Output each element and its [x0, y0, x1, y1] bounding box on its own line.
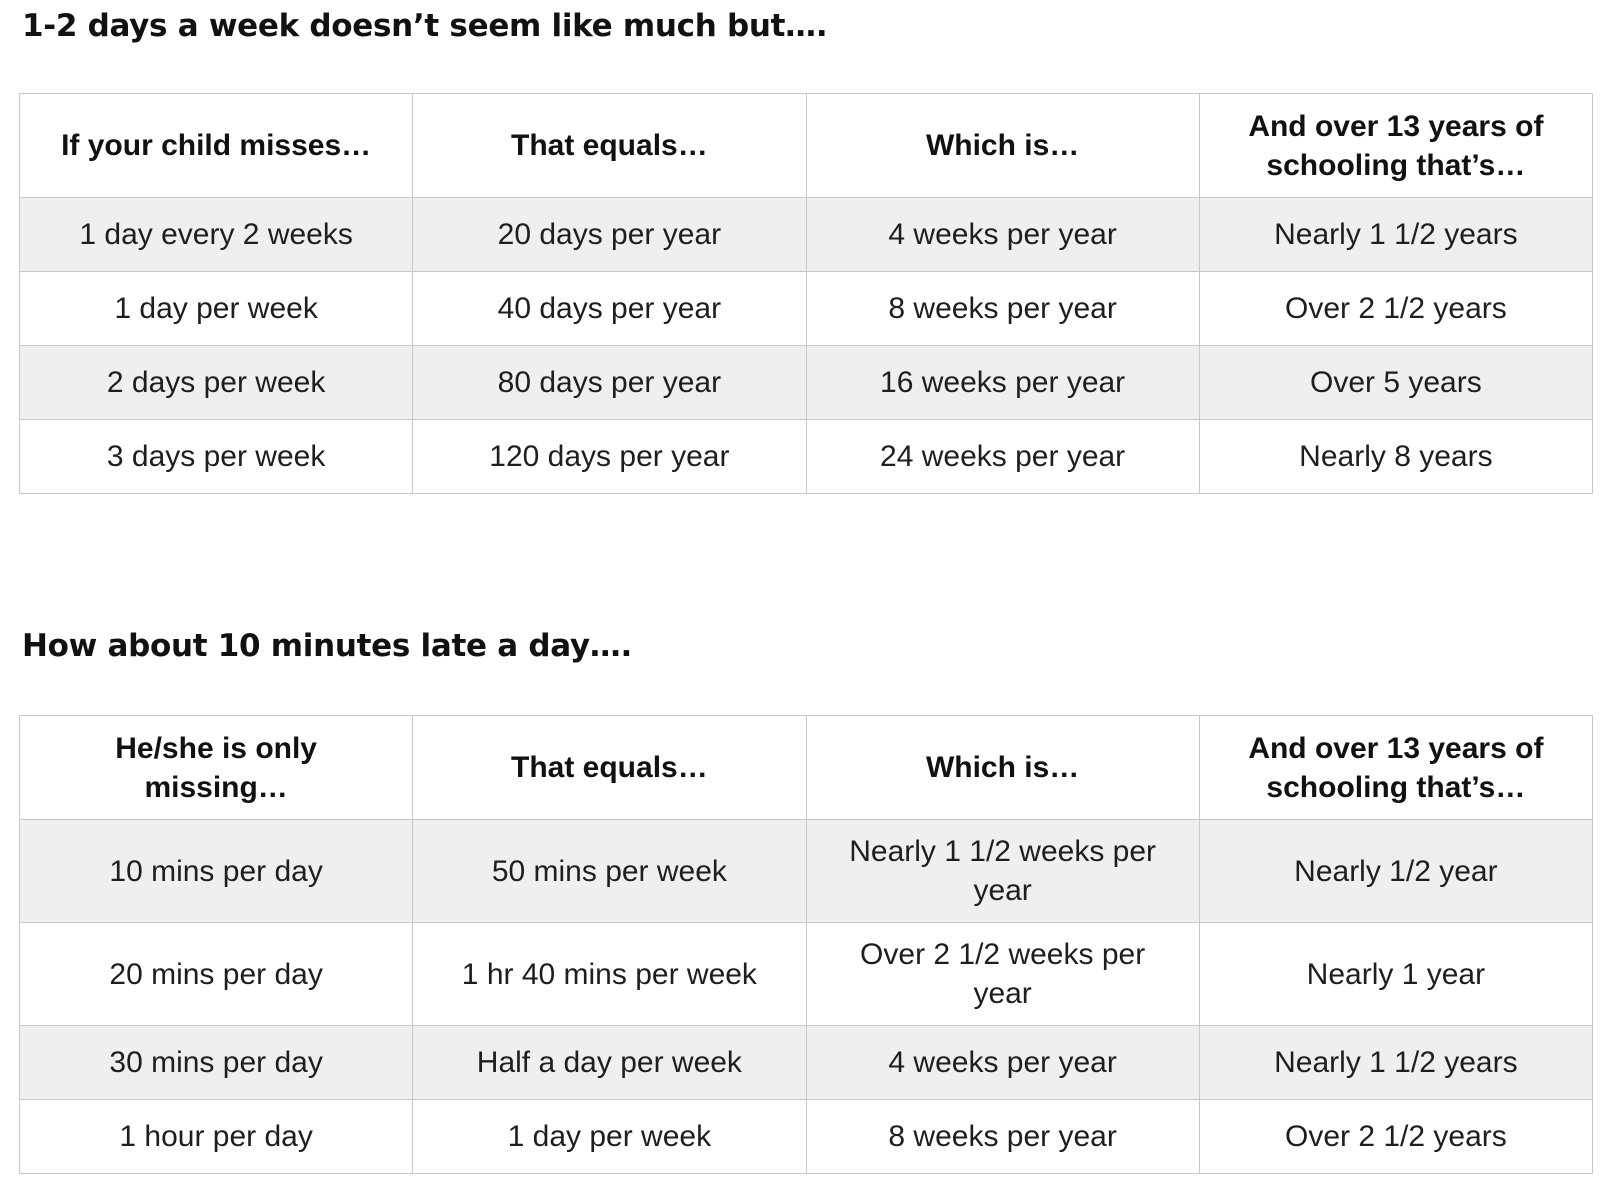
column-header: That equals… — [412, 93, 807, 198]
table-cell: 120 days per year — [412, 419, 807, 494]
table-cell: 8 weeks per year — [805, 1099, 1200, 1174]
table-cell: 20 mins per day — [18, 922, 414, 1026]
table-cell: Nearly 1 1/2 weeks per year — [805, 819, 1200, 923]
table-cell: Over 2 1/2 years — [1198, 271, 1594, 346]
section-title-days: 1-2 days a week doesn’t seem like much b… — [22, 8, 828, 44]
table-cell: 1 day every 2 weeks — [18, 197, 414, 272]
table-cell: 50 mins per week — [412, 819, 807, 923]
table-row: 30 mins per day Half a day per week 4 we… — [18, 1025, 1594, 1100]
lateness-table: He/she is only missing… That equals… Whi… — [18, 715, 1594, 1174]
absence-days-table: If your child misses… That equals… Which… — [18, 93, 1594, 494]
column-header: He/she is only missing… — [18, 715, 414, 820]
column-header: If your child misses… — [18, 93, 414, 198]
table-cell: 80 days per year — [412, 345, 807, 420]
table-cell: Nearly 1 year — [1198, 922, 1594, 1026]
table-cell: 2 days per week — [18, 345, 414, 420]
table-row: 3 days per week 120 days per year 24 wee… — [18, 419, 1594, 494]
section-title-late: How about 10 minutes late a day…. — [22, 628, 632, 664]
table-row: 1 hour per day 1 day per week 8 weeks pe… — [18, 1099, 1594, 1174]
table-header-row: He/she is only missing… That equals… Whi… — [18, 715, 1594, 820]
column-header: And over 13 years of schooling that’s… — [1198, 93, 1594, 198]
table-row: 2 days per week 80 days per year 16 week… — [18, 345, 1594, 420]
table-cell: 16 weeks per year — [805, 345, 1200, 420]
table-cell: Half a day per week — [412, 1025, 807, 1100]
table-header-row: If your child misses… That equals… Which… — [18, 93, 1594, 198]
table-cell: Nearly 1/2 year — [1198, 819, 1594, 923]
table-cell: Over 2 1/2 weeks per year — [805, 922, 1200, 1026]
table-cell: 30 mins per day — [18, 1025, 414, 1100]
table-cell: 3 days per week — [18, 419, 414, 494]
table-row: 1 day per week 40 days per year 8 weeks … — [18, 271, 1594, 346]
table-cell: 24 weeks per year — [805, 419, 1200, 494]
table-cell: 10 mins per day — [18, 819, 414, 923]
table-cell: 40 days per year — [412, 271, 807, 346]
table-row: 1 day every 2 weeks 20 days per year 4 w… — [18, 197, 1594, 272]
column-header: Which is… — [805, 93, 1200, 198]
table-row: 20 mins per day 1 hr 40 mins per week Ov… — [18, 922, 1594, 1026]
table-cell: Nearly 1 1/2 years — [1198, 1025, 1594, 1100]
table-cell: 1 hour per day — [18, 1099, 414, 1174]
table-cell: Over 5 years — [1198, 345, 1594, 420]
column-header: Which is… — [805, 715, 1200, 820]
table-cell: Nearly 1 1/2 years — [1198, 197, 1594, 272]
table-row: 10 mins per day 50 mins per week Nearly … — [18, 819, 1594, 923]
table-cell: 8 weeks per year — [805, 271, 1200, 346]
column-header: That equals… — [412, 715, 807, 820]
table-cell: 20 days per year — [412, 197, 807, 272]
table-cell: 4 weeks per year — [805, 197, 1200, 272]
table-cell: 1 hr 40 mins per week — [412, 922, 807, 1026]
table-cell: 1 day per week — [18, 271, 414, 346]
table-cell: Nearly 8 years — [1198, 419, 1594, 494]
table-cell: Over 2 1/2 years — [1198, 1099, 1594, 1174]
table-cell: 4 weeks per year — [805, 1025, 1200, 1100]
column-header: And over 13 years of schooling that’s… — [1198, 715, 1594, 820]
table-cell: 1 day per week — [412, 1099, 807, 1174]
